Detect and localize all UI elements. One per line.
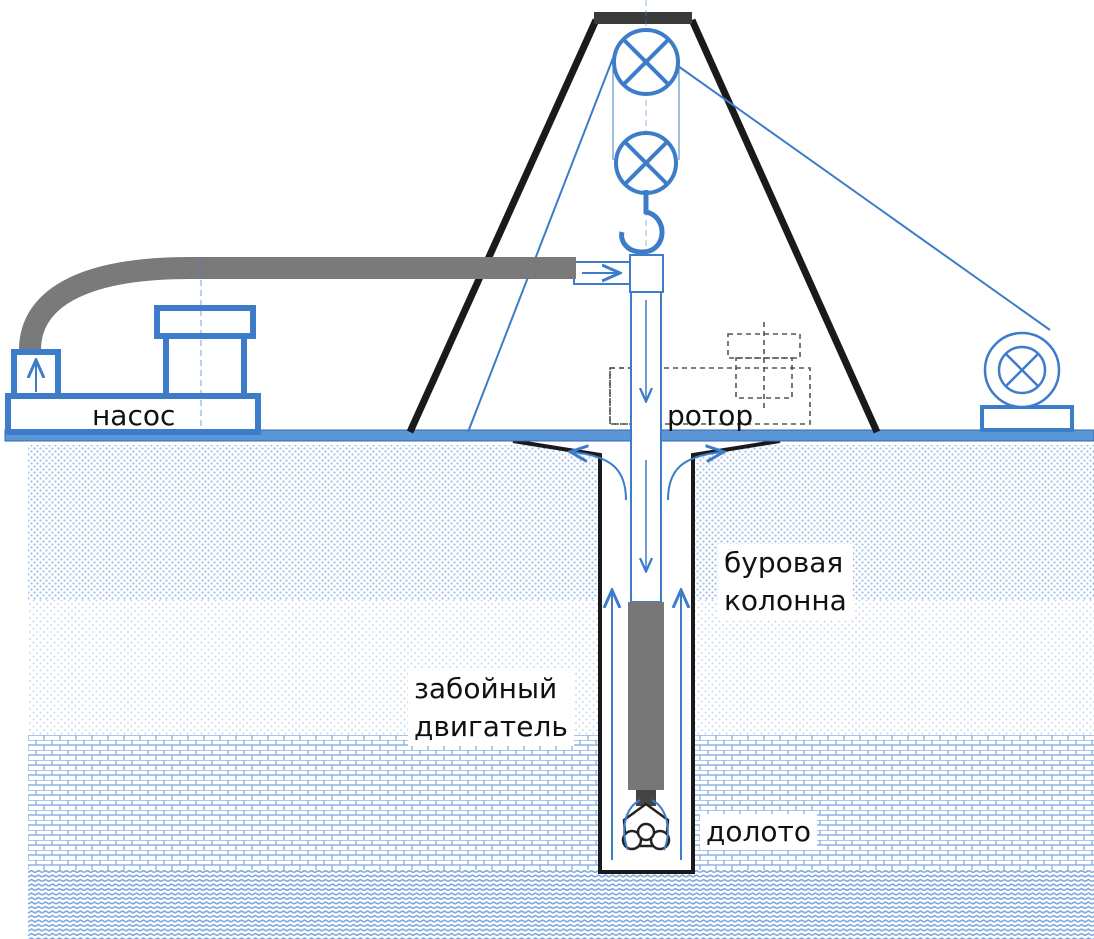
derrick <box>406 12 881 434</box>
drill-string-label-line2: колонна <box>724 584 847 617</box>
ground-layer-brick <box>28 735 1094 870</box>
drill-bit-label: долото <box>700 814 817 850</box>
ground-layers <box>28 445 1094 939</box>
downhole-motor-label-line1: забойный <box>414 672 558 705</box>
drill-pipe <box>630 291 662 603</box>
rotor-label: ротор <box>667 399 754 432</box>
crown-pulley <box>612 28 680 96</box>
rotor <box>609 322 811 425</box>
drill-string-label: буровая колонна <box>718 544 853 620</box>
traveling-block <box>614 131 678 195</box>
hook <box>619 190 665 255</box>
ground-surface <box>4 429 1094 442</box>
crown-block <box>594 12 692 24</box>
cables <box>467 57 1051 433</box>
ground-layer-dense <box>28 445 1094 600</box>
downhole-motor-label: забойный двигатель <box>408 670 574 746</box>
downhole-motor <box>628 602 664 790</box>
pump-label: насос <box>92 399 176 432</box>
ground-layer-waves <box>28 870 1094 939</box>
winch <box>980 331 1074 432</box>
pump <box>5 260 261 435</box>
downhole-motor-label-line2: двигатель <box>414 710 568 743</box>
mud-hose <box>19 257 576 351</box>
return-flow-arrows <box>572 452 722 860</box>
drill-string-label-line1: буровая <box>724 546 844 579</box>
